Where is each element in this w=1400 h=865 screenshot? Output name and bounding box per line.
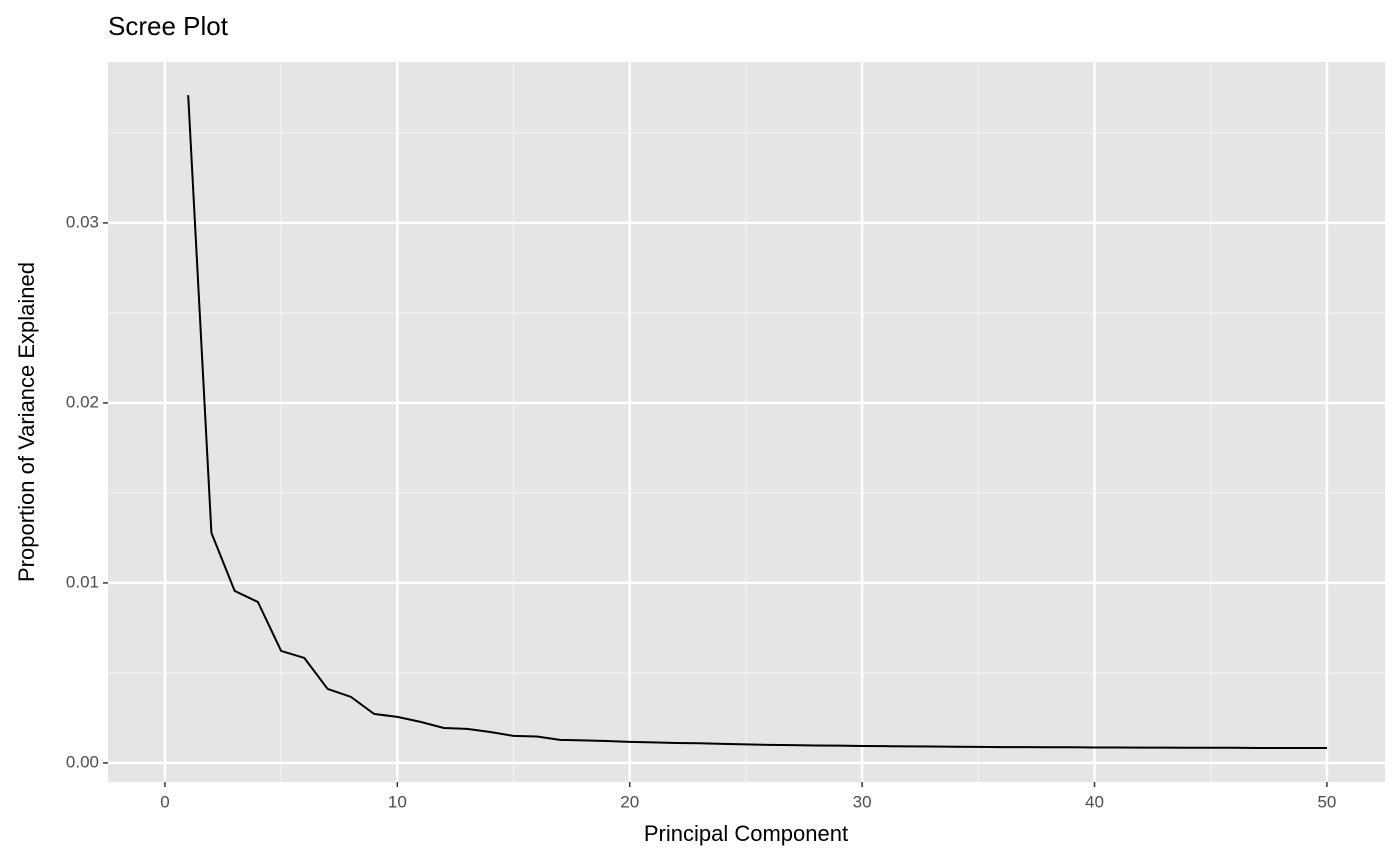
y-tick-label: 0.02 [66, 392, 99, 411]
x-axis-title: Principal Component [644, 821, 848, 846]
x-tick-label: 20 [620, 792, 639, 811]
data-line [187, 95, 1327, 749]
x-tick-label: 30 [853, 792, 872, 811]
y-axis-title: Proportion of Variance Explained [14, 262, 39, 582]
y-tick-label: 0.00 [66, 752, 99, 771]
x-tick-label: 40 [1085, 792, 1104, 811]
chart-title: Scree Plot [108, 11, 229, 41]
x-tick-label: 0 [160, 792, 169, 811]
x-tick-label: 50 [1317, 792, 1336, 811]
y-tick-label: 0.03 [66, 212, 99, 231]
x-tick-label: 10 [388, 792, 407, 811]
y-tick-label: 0.01 [66, 572, 99, 591]
